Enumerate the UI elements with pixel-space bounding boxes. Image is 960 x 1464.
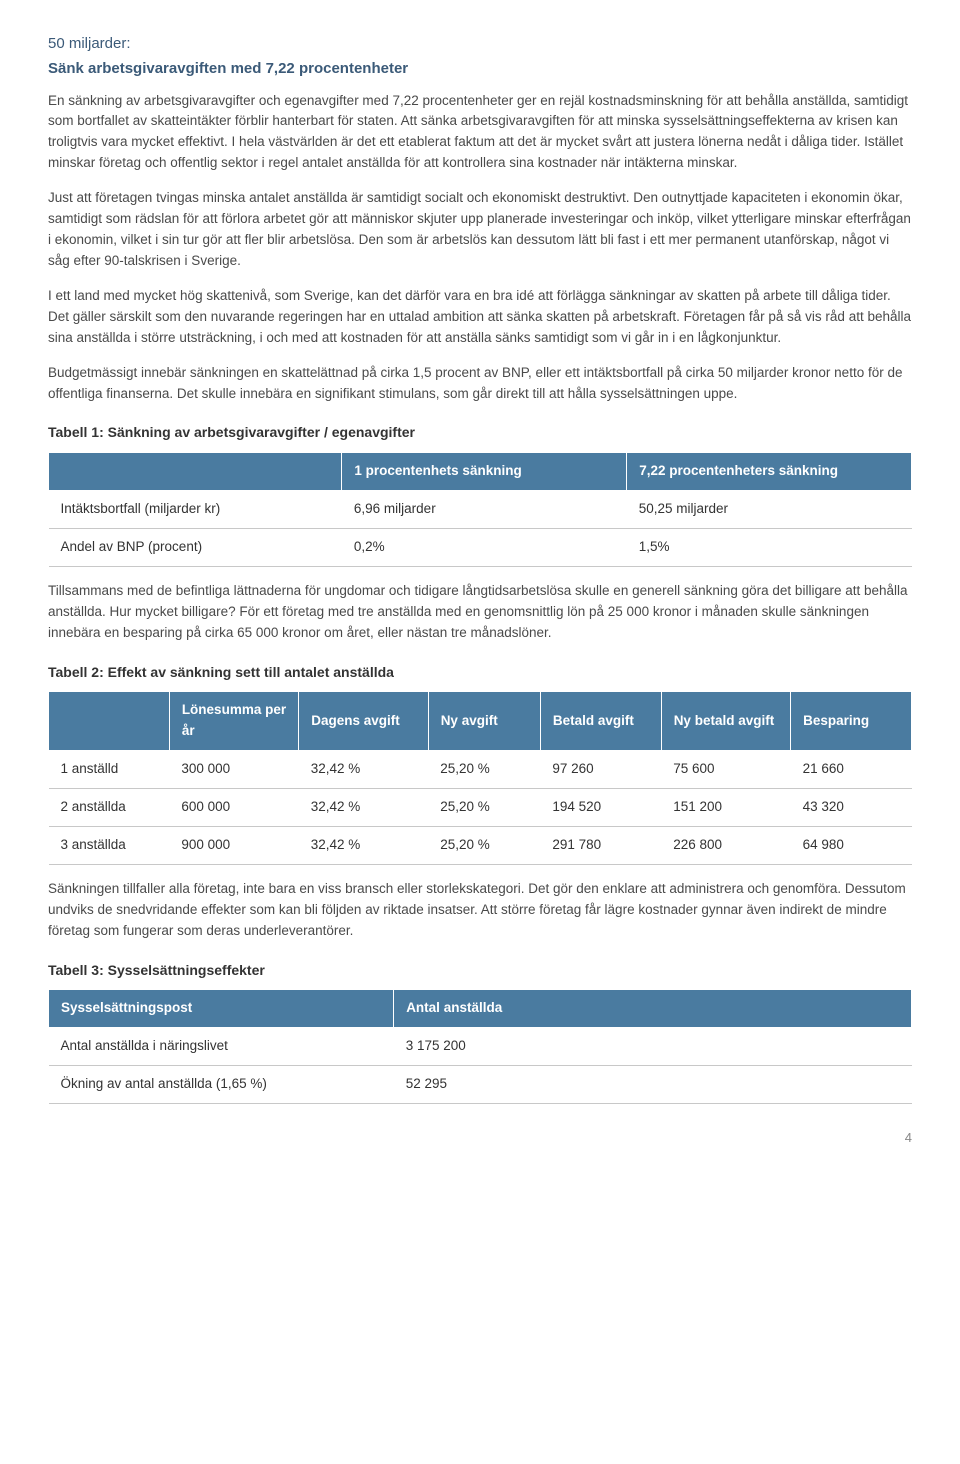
table2-cell: 64 980 xyxy=(791,827,912,865)
table3: SysselsättningspostAntal anställdaAntal … xyxy=(48,989,912,1104)
table3-cell: 52 295 xyxy=(394,1066,912,1104)
paragraph-6: Sänkningen tillfaller alla företag, inte… xyxy=(48,879,912,942)
table1-cell: Andel av BNP (procent) xyxy=(49,529,342,567)
table2-header-1: Lönesumma per år xyxy=(169,692,298,751)
table-row: 1 anställd300 00032,42 %25,20 %97 26075 … xyxy=(49,751,912,789)
paragraph-4: Budgetmässigt innebär sänkningen en skat… xyxy=(48,363,912,405)
table2-cell: 291 780 xyxy=(540,827,661,865)
table2-title: Tabell 2: Effekt av sänkning sett till a… xyxy=(48,662,912,684)
table2-cell: 43 320 xyxy=(791,789,912,827)
table2-header-5: Ny betald avgift xyxy=(661,692,790,751)
table2-cell: 25,20 % xyxy=(428,827,540,865)
table3-header-0: Sysselsättningspost xyxy=(49,990,394,1028)
table2-cell: 194 520 xyxy=(540,789,661,827)
table2-header-0 xyxy=(49,692,170,751)
table1-cell: 50,25 miljarder xyxy=(627,491,912,529)
table2-header-6: Besparing xyxy=(791,692,912,751)
table3-header-1: Antal anställda xyxy=(394,990,912,1028)
table-row: Andel av BNP (procent)0,2%1,5% xyxy=(49,529,912,567)
table-row: Ökning av antal anställda (1,65 %)52 295 xyxy=(49,1066,912,1104)
table2-cell: 25,20 % xyxy=(428,789,540,827)
table2-cell: 32,42 % xyxy=(299,789,428,827)
table3-title: Tabell 3: Sysselsättningseffekter xyxy=(48,960,912,982)
table2-cell: 3 anställda xyxy=(49,827,170,865)
table2: Lönesumma per årDagens avgiftNy avgiftBe… xyxy=(48,691,912,865)
table3-cell: Ökning av antal anställda (1,65 %) xyxy=(49,1066,394,1104)
table-row: 2 anställda600 00032,42 %25,20 %194 5201… xyxy=(49,789,912,827)
table2-cell: 2 anställda xyxy=(49,789,170,827)
table1-title: Tabell 1: Sänkning av arbetsgivaravgifte… xyxy=(48,422,912,444)
section-title-line1: 50 miljarder: xyxy=(48,32,912,55)
table2-cell: 151 200 xyxy=(661,789,790,827)
paragraph-5: Tillsammans med de befintliga lättnadern… xyxy=(48,581,912,644)
table1-cell: 1,5% xyxy=(627,529,912,567)
table2-cell: 900 000 xyxy=(169,827,298,865)
table2-cell: 32,42 % xyxy=(299,827,428,865)
table-row: 3 anställda900 00032,42 %25,20 %291 7802… xyxy=(49,827,912,865)
page-number: 4 xyxy=(48,1128,912,1148)
table2-header-4: Betald avgift xyxy=(540,692,661,751)
table1-header-2: 7,22 procentenheters sänkning xyxy=(627,453,912,491)
table3-cell: Antal anställda i näringslivet xyxy=(49,1028,394,1066)
table-row: Intäktsbortfall (miljarder kr)6,96 milja… xyxy=(49,491,912,529)
table2-cell: 97 260 xyxy=(540,751,661,789)
table2-cell: 1 anställd xyxy=(49,751,170,789)
table1-cell: Intäktsbortfall (miljarder kr) xyxy=(49,491,342,529)
table2-header-3: Ny avgift xyxy=(428,692,540,751)
table1-cell: 0,2% xyxy=(342,529,627,567)
paragraph-2: Just att företagen tvingas minska antale… xyxy=(48,188,912,272)
paragraph-1: En sänkning av arbetsgivaravgifter och e… xyxy=(48,91,912,175)
table2-cell: 300 000 xyxy=(169,751,298,789)
table1-cell: 6,96 miljarder xyxy=(342,491,627,529)
table2-cell: 21 660 xyxy=(791,751,912,789)
table-row: Antal anställda i näringslivet3 175 200 xyxy=(49,1028,912,1066)
table2-cell: 32,42 % xyxy=(299,751,428,789)
table1-header-1: 1 procentenhets sänkning xyxy=(342,453,627,491)
table3-cell: 3 175 200 xyxy=(394,1028,912,1066)
table2-cell: 226 800 xyxy=(661,827,790,865)
table2-cell: 600 000 xyxy=(169,789,298,827)
table2-header-2: Dagens avgift xyxy=(299,692,428,751)
table1-header-0 xyxy=(49,453,342,491)
table2-cell: 75 600 xyxy=(661,751,790,789)
table1: 1 procentenhets sänkning7,22 procentenhe… xyxy=(48,452,912,567)
table2-cell: 25,20 % xyxy=(428,751,540,789)
section-title-line2: Sänk arbetsgivaravgiften med 7,22 procen… xyxy=(48,57,912,80)
paragraph-3: I ett land med mycket hög skattenivå, so… xyxy=(48,286,912,349)
